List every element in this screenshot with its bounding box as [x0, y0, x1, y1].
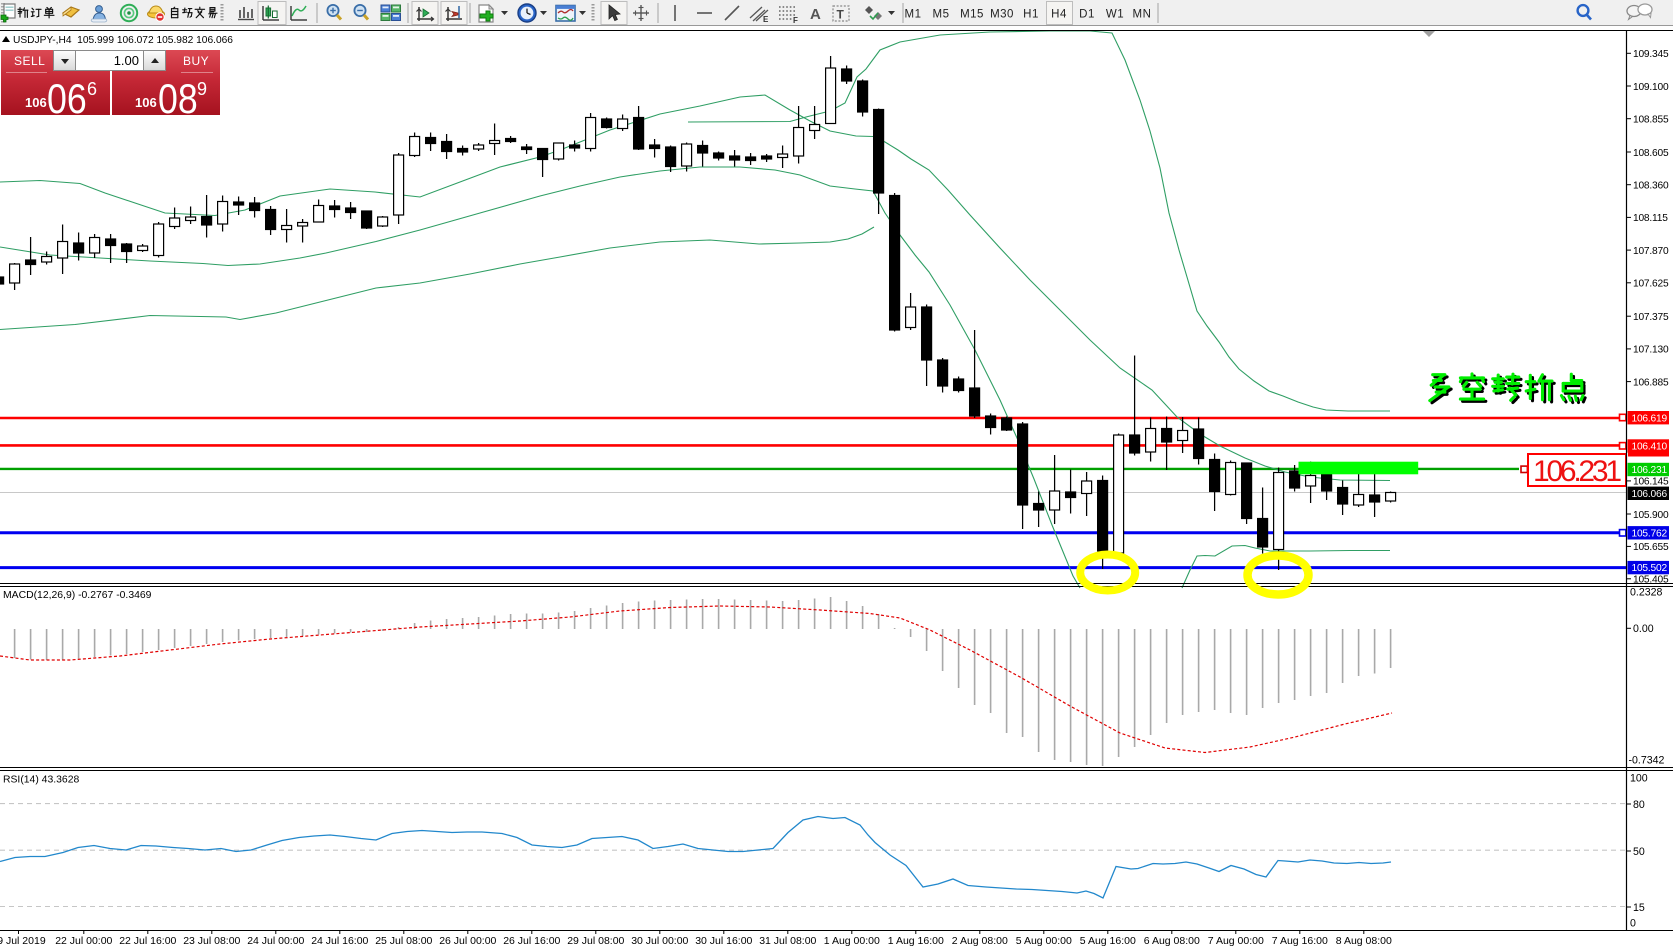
svg-text:M5: M5 [933, 9, 950, 21]
svg-text:25 Jul 08:00: 25 Jul 08:00 [375, 935, 432, 947]
svg-text:0.00: 0.00 [1633, 623, 1654, 635]
svg-text:15: 15 [1633, 902, 1645, 914]
svg-text:M15: M15 [960, 9, 984, 21]
svg-text:1 Aug 00:00: 1 Aug 00:00 [824, 935, 880, 947]
svg-text:8 Aug 08:00: 8 Aug 08:00 [1336, 935, 1392, 947]
svg-text:6 Aug 08:00: 6 Aug 08:00 [1144, 935, 1200, 947]
svg-text:RSI(14) 43.3628: RSI(14) 43.3628 [3, 775, 79, 786]
svg-text:106.145: 106.145 [1633, 477, 1669, 488]
svg-text:H4: H4 [1051, 9, 1067, 21]
svg-text:100: 100 [1630, 773, 1648, 785]
svg-text:107.870: 107.870 [1633, 246, 1669, 257]
svg-text:105.405: 105.405 [1633, 575, 1669, 586]
svg-text:31 Jul 08:00: 31 Jul 08:00 [759, 935, 816, 947]
svg-text:24 Jul 16:00: 24 Jul 16:00 [311, 935, 368, 947]
svg-text:109.100: 109.100 [1633, 82, 1669, 93]
svg-text:105.762: 105.762 [1632, 528, 1668, 539]
svg-text:106.231: 106.231 [1533, 455, 1622, 488]
svg-text:D1: D1 [1079, 9, 1095, 21]
svg-text:105.502: 105.502 [1632, 563, 1668, 574]
svg-text:E: E [763, 15, 769, 24]
svg-text:107.375: 107.375 [1633, 312, 1669, 323]
svg-text:A: A [810, 6, 821, 23]
svg-text:30 Jul 00:00: 30 Jul 00:00 [631, 935, 688, 947]
svg-text:108.605: 108.605 [1633, 148, 1669, 159]
svg-text:23 Jul 08:00: 23 Jul 08:00 [183, 935, 240, 947]
svg-text:30 Jul 16:00: 30 Jul 16:00 [695, 935, 752, 947]
svg-text:H1: H1 [1023, 9, 1039, 21]
svg-text:80: 80 [1633, 799, 1645, 811]
svg-text:107.625: 107.625 [1633, 279, 1669, 290]
svg-text:107.130: 107.130 [1633, 345, 1669, 356]
svg-text:W1: W1 [1106, 9, 1124, 21]
svg-text:108.855: 108.855 [1633, 115, 1669, 126]
svg-text:7 Aug 00:00: 7 Aug 00:00 [1208, 935, 1264, 947]
svg-text:50: 50 [1633, 846, 1645, 858]
svg-text:26 Jul 16:00: 26 Jul 16:00 [503, 935, 560, 947]
svg-text:26 Jul 00:00: 26 Jul 00:00 [439, 935, 496, 947]
svg-text:108.360: 108.360 [1633, 181, 1669, 192]
svg-text:7 Aug 16:00: 7 Aug 16:00 [1272, 935, 1328, 947]
svg-text:106.410: 106.410 [1632, 442, 1668, 453]
svg-text:22 Jul 16:00: 22 Jul 16:00 [119, 935, 176, 947]
svg-text:106.885: 106.885 [1633, 377, 1669, 388]
svg-text:2 Aug 08:00: 2 Aug 08:00 [952, 935, 1008, 947]
svg-text:5 Aug 16:00: 5 Aug 16:00 [1080, 935, 1136, 947]
svg-text:24 Jul 00:00: 24 Jul 00:00 [247, 935, 304, 947]
svg-text:22 Jul 00:00: 22 Jul 00:00 [55, 935, 112, 947]
svg-text:M1: M1 [905, 9, 922, 21]
svg-text:105.655: 105.655 [1633, 542, 1669, 553]
svg-text:108.115: 108.115 [1633, 213, 1668, 224]
svg-text:109.345: 109.345 [1633, 49, 1669, 60]
svg-text:MACD(12,26,9) -0.2767 -0.3469: MACD(12,26,9) -0.2767 -0.3469 [3, 590, 152, 601]
svg-text:5 Aug 00:00: 5 Aug 00:00 [1016, 935, 1072, 947]
svg-text:106.619: 106.619 [1632, 413, 1668, 424]
svg-text:M30: M30 [990, 9, 1014, 21]
svg-text:0.2328: 0.2328 [1630, 587, 1663, 599]
svg-text:105.900: 105.900 [1633, 510, 1669, 521]
svg-text:106.066: 106.066 [1632, 489, 1668, 500]
svg-text:0: 0 [1630, 918, 1636, 930]
svg-text:106.231: 106.231 [1632, 465, 1668, 476]
svg-text:-0.7342: -0.7342 [1629, 755, 1665, 767]
svg-text:19 Jul 2019: 19 Jul 2019 [0, 935, 46, 947]
svg-text:T: T [837, 8, 845, 22]
svg-text:29 Jul 08:00: 29 Jul 08:00 [567, 935, 624, 947]
svg-text:F: F [793, 16, 798, 25]
svg-text:MN: MN [1133, 9, 1152, 21]
svg-text:1 Aug 16:00: 1 Aug 16:00 [888, 935, 944, 947]
